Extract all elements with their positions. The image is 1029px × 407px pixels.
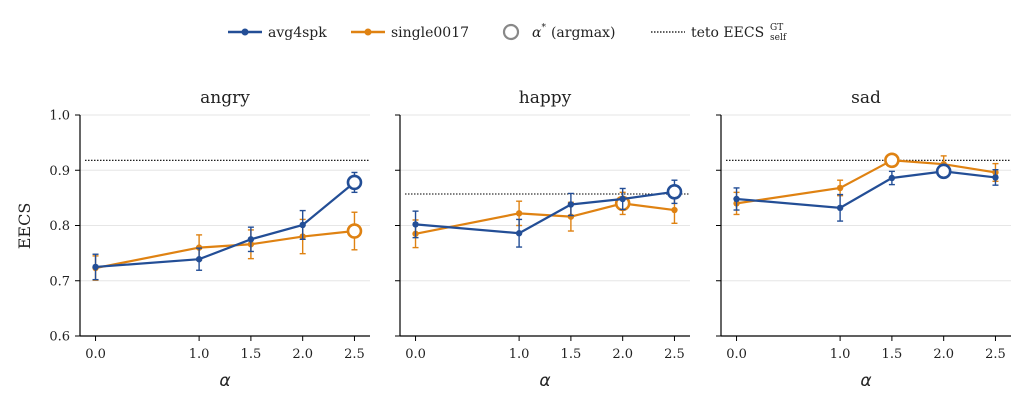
series-single0017 [92, 211, 363, 281]
data-point [195, 256, 203, 263]
panel-happy: 0.0 1.0 1.5 2.0 2.5 happy α [395, 88, 690, 391]
data-point [247, 236, 255, 243]
data-point [567, 201, 575, 208]
data-point [733, 195, 740, 203]
data-point [412, 221, 419, 228]
data-point [888, 174, 896, 182]
panel-title: sad [851, 88, 881, 108]
x-tick-label: 2.0 [612, 347, 633, 362]
argmax-point [935, 163, 952, 180]
series-avg4spk [733, 163, 999, 222]
panel-angry: 0.6 0.7 0.8 0.9 1.0 0.0 1.0 1.5 2.0 2.5 angry α [49, 88, 370, 391]
series-line [415, 190, 675, 235]
y-tick-label: 0.9 [49, 164, 70, 179]
x-tick-label: 1.0 [830, 347, 851, 362]
legend-entry-argmax: α* (argmax) [502, 23, 615, 41]
series-line [736, 159, 996, 205]
data-point [515, 210, 523, 217]
legend: avg4spk single0017 α* (argmax) teto EECS … [228, 23, 787, 43]
series-single0017 [733, 152, 999, 216]
legend-argmax-star: * [541, 23, 546, 33]
y-tick-label: 0.7 [49, 274, 70, 289]
data-point [92, 263, 99, 271]
series-line [95, 181, 356, 269]
legend-argmax-label: (argmax) [551, 25, 615, 41]
argmax-point [666, 183, 683, 200]
x-tick-label: 1.0 [509, 347, 530, 362]
y-tick-label: 0.6 [49, 330, 70, 345]
x-tick-label: 0.0 [405, 347, 426, 362]
svg-text:teto EECS: teto EECS [691, 25, 764, 41]
x-tick-label: 2.0 [292, 347, 313, 362]
data-point [992, 174, 999, 181]
panel-title: happy [519, 88, 572, 108]
x-axis-label: α [860, 371, 871, 391]
x-tick-label: 1.5 [561, 347, 582, 362]
argmax-point [346, 223, 363, 239]
series-avg4spk [412, 179, 683, 248]
series-avg4spk [92, 171, 363, 281]
panel-sad: 0.0 1.0 1.5 2.0 2.5 sad α [716, 88, 1011, 391]
x-tick-label: 1.5 [241, 347, 262, 362]
panels: 0.6 0.7 0.8 0.9 1.0 0.0 1.0 1.5 2.0 2.5 angry α 0.0 1… [49, 88, 1011, 391]
legend-entry-reference: teto EECS GT self [651, 23, 787, 43]
x-tick-label: 1.5 [882, 347, 903, 362]
panel-title: angry [200, 88, 250, 108]
x-tick-label: 0.0 [726, 347, 747, 362]
x-tick-label: 2.5 [664, 347, 685, 362]
data-point [836, 184, 844, 192]
x-tick-label: 0.0 [85, 347, 106, 362]
data-point [671, 206, 678, 214]
y-axis-label: EECS [15, 203, 34, 250]
data-point [515, 230, 523, 237]
legend-ref-main: teto EECS [691, 25, 764, 41]
data-point [619, 195, 626, 203]
x-axis-label: α [219, 371, 230, 391]
argmax-marker-icon [502, 23, 520, 41]
data-point [836, 204, 844, 212]
x-tick-label: 1.0 [189, 347, 210, 362]
series-line [736, 170, 996, 209]
y-tick-label: 0.8 [49, 219, 70, 234]
argmax-point [346, 174, 363, 191]
argmax-point [884, 152, 900, 169]
x-tick-label: 2.5 [985, 347, 1006, 362]
svg-text:α*(argmax): α* (argmax) [532, 23, 615, 41]
legend-label-avg4spk: avg4spk [268, 25, 327, 41]
legend-ref-sup: GT [770, 23, 783, 33]
legend-entry-single0017: single0017 [351, 25, 469, 41]
legend-ref-sub: self [770, 33, 787, 43]
legend-entry-avg4spk: avg4spk [228, 25, 327, 41]
legend-label-single0017: single0017 [391, 25, 469, 41]
legend-argmax-alpha: α [532, 25, 542, 41]
x-axis-label: α [539, 371, 550, 391]
data-point [299, 221, 306, 229]
x-tick-label: 2.0 [933, 347, 954, 362]
x-tick-label: 2.5 [344, 347, 365, 362]
y-tick-label: 1.0 [49, 109, 70, 124]
